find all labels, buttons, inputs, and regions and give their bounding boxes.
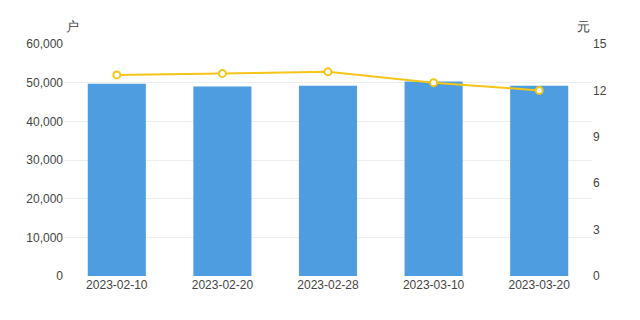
svg-text:20,000: 20,000 (26, 192, 63, 206)
svg-text:2023-02-28: 2023-02-28 (297, 278, 359, 292)
svg-text:10,000: 10,000 (26, 231, 63, 245)
svg-text:3: 3 (593, 223, 600, 237)
svg-text:2023-03-20: 2023-03-20 (509, 278, 571, 292)
svg-text:2023-03-10: 2023-03-10 (403, 278, 465, 292)
svg-text:0: 0 (593, 269, 600, 283)
svg-text:2023-02-10: 2023-02-10 (86, 278, 148, 292)
svg-text:15: 15 (593, 37, 607, 51)
svg-text:2023-02-20: 2023-02-20 (192, 278, 254, 292)
svg-text:户: 户 (66, 19, 79, 34)
svg-text:12: 12 (593, 84, 607, 98)
svg-text:40,000: 40,000 (26, 115, 63, 129)
svg-text:9: 9 (593, 130, 600, 144)
svg-text:50,000: 50,000 (26, 76, 63, 90)
svg-text:元: 元 (577, 19, 590, 34)
svg-text:0: 0 (56, 269, 63, 283)
svg-text:6: 6 (593, 176, 600, 190)
svg-text:60,000: 60,000 (26, 37, 63, 51)
svg-text:30,000: 30,000 (26, 153, 63, 167)
